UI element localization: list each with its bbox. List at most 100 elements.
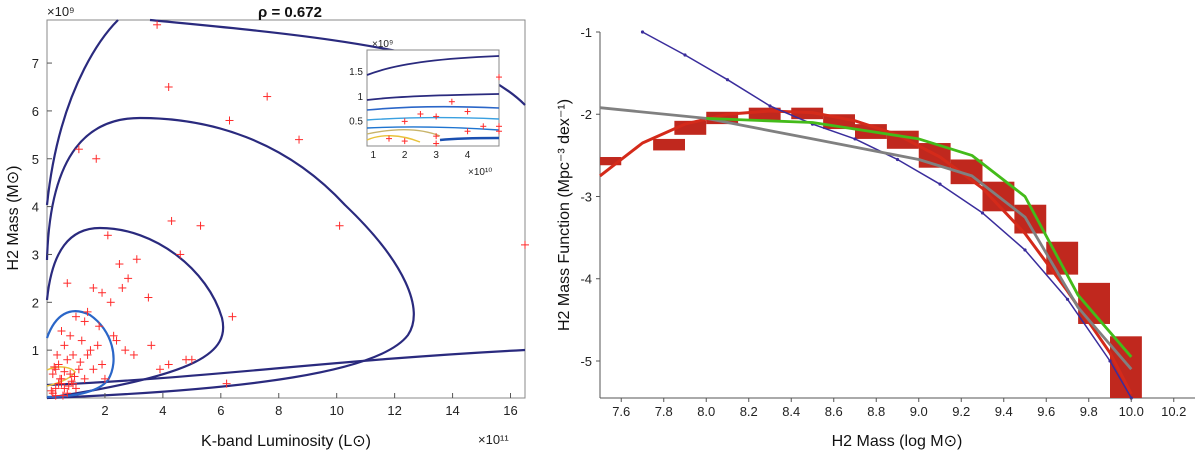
right-ytick-label-0: -1 [580,25,592,40]
inset-x-ticks: 1 2 3 4 [371,150,471,161]
scatter-point-27 [66,331,75,340]
scatter-point-20 [98,288,107,297]
bin-box-0 [600,157,622,166]
scatter-point-50 [51,384,60,393]
curve-point-11 [1108,359,1112,363]
left-y-axis-label: H2 Mass (M⊙) [5,166,22,271]
scatter-point-41 [60,341,69,350]
right-xtick-label-1: 7.8 [655,404,673,419]
scatter-point-44 [48,370,57,379]
scatter-point-45 [63,355,72,364]
scatter-point-70 [58,391,67,400]
curve-4 [706,117,1133,358]
scatter-point-11 [228,312,237,321]
scatter-point-25 [80,317,89,326]
left-y-exponent: ×10⁹ [47,4,75,19]
curve-point-10 [1065,297,1070,301]
contour-line-4 [46,348,526,387]
inset-contour-2 [366,105,500,111]
curve-point-8 [980,211,985,215]
right-xtick-label-5: 8.6 [825,404,843,419]
scatter-point-38 [77,336,86,345]
inset-contour-1 [366,93,500,101]
right-xtick-label-10: 9.6 [1037,404,1055,419]
curve-point-2 [725,78,730,82]
scatter-point-8 [521,240,529,249]
inset-contour-6 [366,135,421,143]
scatter-point-56 [98,360,107,369]
scatter-point-26 [57,327,66,336]
scatter-point-68 [76,358,85,367]
scatter-point-14 [132,255,141,264]
right-xtick-label-8: 9.2 [952,404,970,419]
left-x-ticks: 2 4 6 8 10 12 14 16 [101,393,518,418]
inset-point-63 [448,98,455,105]
right-xtick-label-6: 8.8 [867,404,885,419]
left-xtick-label-5: 12 [387,403,401,418]
left-xtick-label-2: 6 [217,403,224,418]
right-ytick-label-1: -2 [580,107,592,122]
left-x-axis-label: K-band Luminosity (L⊙) [201,433,371,450]
scatter-point-10 [196,221,205,230]
right-xtick-label-4: 8.4 [782,404,800,419]
scatter-point-21 [106,298,115,307]
inset-point-42 [464,108,471,115]
inset-points-group [386,74,502,147]
curve-1 [599,109,1133,395]
inset-panel: 1 2 3 4 0.5 1 1.5 ×10⁹ ×10¹⁰ [349,39,502,178]
scatter-point-61 [109,331,118,340]
right-xtick-label-13: 10.2 [1161,404,1186,419]
left-xtick-label-0: 2 [101,403,108,418]
scatter-point-42 [54,360,63,369]
right-ytick-label-2: -3 [580,189,592,204]
scatter-point-28 [95,322,104,331]
scatter-point-74 [70,372,79,381]
scatter-point-18 [144,293,153,302]
right-x-axis-label: H2 Mass (log M⊙) [832,433,963,450]
curve-2 [642,31,1132,399]
scatter-point-51 [66,370,75,379]
inset-xtick-label-2: 3 [433,150,439,161]
right-lines-group [599,30,1133,400]
scatter-point-60 [63,389,72,398]
contour-line-0 [45,19,119,206]
scatter-point-3 [92,154,101,163]
inset-point-58 [496,123,502,130]
right-xtick-label-2: 8.0 [697,404,715,419]
left-ytick-label-0: 1 [32,343,39,358]
left-points-group [47,20,529,400]
scatter-point-49 [100,374,109,383]
curve-point-9 [1023,248,1027,252]
left-ytick-label-3: 4 [32,200,39,215]
scatter-point-6 [295,135,304,144]
left-xtick-label-6: 14 [445,403,459,418]
inset-ytick-label-2: 1.5 [349,67,363,78]
right-ytick-label-4: -5 [580,354,592,369]
scatter-point-31 [222,379,231,388]
curve-point-0 [640,30,645,34]
right-xtick-label-3: 8.2 [740,404,758,419]
inset-contour-5 [366,129,441,137]
scatter-point-65 [50,362,59,371]
left-y-ticks: 1 2 3 4 5 6 7 [32,56,52,358]
scatter-point-46 [74,365,83,374]
scatter-point-2 [74,145,83,154]
right-x-ticks: 7.6 7.8 8.0 8.2 8.4 8.6 8.8 9.0 9.2 9.4 9.6 9.8 10.0… [612,398,1186,419]
left-ytick-label-6: 7 [32,56,39,71]
scatter-point-5 [263,92,272,101]
scatter-point-54 [60,384,69,393]
inset-point-57 [401,138,408,145]
right-xtick-label-7: 9.0 [910,404,928,419]
scatter-point-1 [164,82,173,91]
scatter-point-0 [153,20,162,29]
curve-point-5 [853,137,857,141]
scatter-point-9 [167,216,176,225]
inset-point-50 [433,133,440,140]
right-xtick-label-12: 10.0 [1119,404,1144,419]
contour-line-5 [45,310,115,399]
inset-y-ticks: 0.5 1 1.5 [349,67,363,127]
scatter-point-63 [53,350,62,359]
inset-ytick-label-0: 0.5 [349,116,363,127]
scatter-point-29 [112,336,121,345]
inset-contour-4 [366,126,500,131]
